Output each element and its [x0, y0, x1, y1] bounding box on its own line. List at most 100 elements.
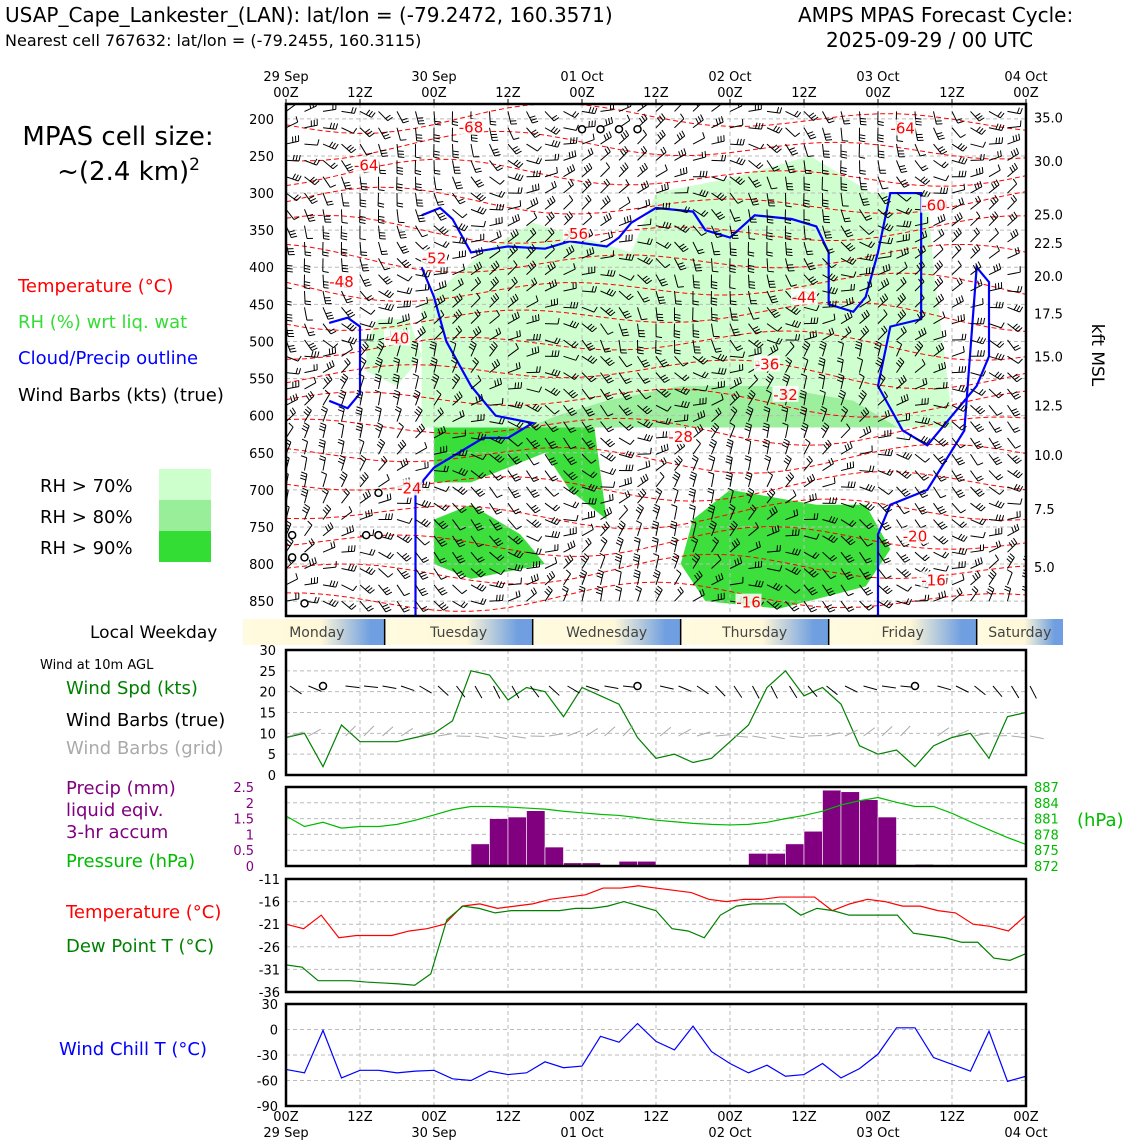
wind-barb-flag	[455, 184, 463, 187]
wind-barb-flag	[649, 238, 653, 245]
wind-barb-flag	[341, 238, 348, 241]
temperature-contour	[286, 553, 1026, 585]
wind-barb-flag	[885, 264, 888, 271]
wind-barb	[507, 187, 523, 194]
wind-barb-flag	[753, 203, 760, 206]
wind-barb-flag	[885, 200, 891, 205]
wind-barb	[581, 147, 594, 161]
wind-barb	[729, 176, 746, 185]
wind-barb	[1025, 470, 1026, 472]
wind-barb-flag	[550, 227, 555, 233]
wind-barb	[692, 274, 701, 289]
wind-barb-flag	[438, 226, 445, 231]
wind-barb-flag	[860, 117, 867, 120]
wind-barb-flag	[461, 224, 466, 230]
wind-barb	[563, 211, 573, 227]
wind-barb-flag	[853, 271, 857, 278]
wind-barb	[711, 258, 719, 273]
wind-barb-staff	[674, 274, 679, 288]
wind-barb-staff	[341, 127, 354, 134]
wind-barb	[507, 159, 524, 169]
wind-barb-flag	[700, 210, 706, 216]
wind-barb	[470, 220, 486, 228]
wind-barb	[359, 209, 366, 225]
wind-barb-staff	[748, 143, 761, 150]
wind-barb-flag	[534, 133, 541, 138]
wind-barb-flag	[878, 156, 885, 159]
wind-barb-staff	[600, 255, 614, 259]
wind-barb-staff	[748, 127, 762, 130]
wind-barb-flag	[974, 183, 978, 190]
wind-barb-flag	[364, 128, 371, 133]
wind-barb-flag	[938, 276, 944, 283]
wind-barb-flag	[995, 264, 999, 271]
wind-barb-flag	[859, 169, 866, 172]
wind-barb	[803, 241, 814, 256]
wind-barb-staff	[859, 209, 867, 221]
wind-barb	[433, 176, 442, 191]
wind-barb-flag	[295, 174, 299, 181]
wind-barb-flag	[514, 173, 518, 180]
wind-barb-flag	[1017, 247, 1020, 254]
wind-barb-flag	[396, 183, 403, 186]
wind-barb	[655, 221, 672, 230]
wind-barb-staff	[748, 108, 762, 112]
wind-barb	[286, 173, 302, 182]
wind-barb	[415, 209, 426, 223]
wind-barb-flag	[396, 166, 404, 169]
wind-barb-flag	[955, 229, 960, 236]
wind-barb-staff	[637, 167, 648, 178]
cloud-outline	[414, 266, 536, 616]
wind-barb-flag	[286, 319, 293, 322]
wind-barb-staff	[914, 250, 926, 259]
wind-barb-flag	[748, 264, 755, 267]
wind-barb-flag	[789, 147, 795, 151]
wind-barb-staff	[526, 127, 536, 138]
wind-barb-flag	[902, 220, 906, 227]
wind-barb-flag	[1033, 441, 1038, 445]
wind-barb-staff	[785, 241, 788, 256]
wind-barb	[304, 158, 321, 166]
wind-barb-staff	[970, 266, 982, 276]
wind-barb	[600, 288, 617, 297]
wind-barb-staff	[1007, 290, 1021, 293]
wind-barb-staff	[1025, 143, 1026, 145]
wind-barb-flag	[496, 231, 499, 238]
wind-barb-staff	[452, 208, 463, 219]
wind-barb-flag	[286, 267, 293, 270]
wind-barb-flag	[804, 189, 811, 192]
wind-barb	[396, 127, 407, 141]
wind-barb-staff	[1007, 216, 1018, 227]
wind-barb-flag	[366, 130, 373, 136]
wind-barb-flag	[629, 104, 632, 107]
wind-barb-staff	[581, 290, 595, 293]
wind-barb-staff	[637, 185, 649, 194]
wind-barb-flag	[1027, 183, 1030, 188]
wind-barb-flag	[517, 213, 521, 220]
wind-barb	[433, 241, 450, 249]
wind-barb	[600, 146, 611, 161]
wind-barb-staff	[433, 299, 446, 308]
wind-barb	[840, 271, 857, 278]
wind-barb	[655, 274, 669, 287]
wind-barb-flag	[517, 174, 521, 180]
wind-barb-flag	[920, 260, 925, 267]
wind-barb	[914, 176, 931, 185]
wind-barb-staff	[563, 250, 575, 259]
wind-barb	[415, 225, 428, 238]
wind-barb-staff	[896, 192, 907, 202]
wind-barb-staff	[507, 281, 518, 292]
model-title: AMPS MPAS Forecast Cycle:	[798, 3, 1074, 27]
wind-barb-flag	[787, 165, 794, 168]
wind-barb-flag	[304, 267, 311, 270]
wind-barb	[1025, 388, 1026, 390]
wind-barb-flag	[605, 119, 608, 126]
wind-barb	[563, 110, 580, 119]
wind-barb	[433, 192, 445, 206]
wind-barb-staff	[785, 176, 788, 190]
wind-barb-staff	[359, 306, 372, 315]
wind-barb-flag	[532, 260, 537, 266]
wind-barb-flag	[345, 187, 352, 190]
wind-barb-flag	[415, 189, 422, 192]
wind-barb-staff	[1025, 290, 1026, 292]
